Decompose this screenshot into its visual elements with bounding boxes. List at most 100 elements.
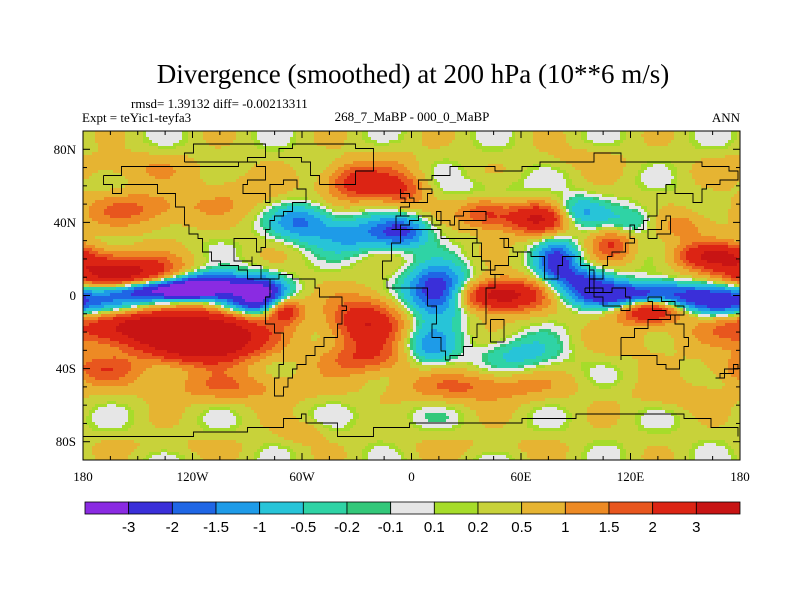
field-cell xyxy=(83,419,87,423)
field-cell xyxy=(299,308,306,312)
field-cell xyxy=(698,308,711,312)
field-cell xyxy=(83,260,159,264)
field-cell xyxy=(455,305,459,309)
field-cell xyxy=(161,227,198,231)
field-cell xyxy=(470,188,486,192)
field-cell xyxy=(275,344,288,348)
field-cell xyxy=(413,194,423,198)
field-cell xyxy=(728,146,740,150)
field-cell xyxy=(131,314,225,318)
field-cell xyxy=(581,245,585,249)
field-cell xyxy=(587,137,621,141)
field-cell xyxy=(98,221,141,225)
field-cell xyxy=(110,308,114,312)
field-cell xyxy=(293,242,297,246)
field-cell xyxy=(572,239,579,243)
field-cell xyxy=(287,293,291,297)
field-cell xyxy=(110,224,129,228)
field-cell xyxy=(422,269,453,273)
field-cell xyxy=(491,365,498,369)
field-cell xyxy=(344,170,357,174)
field-cell xyxy=(326,320,336,324)
field-cell xyxy=(398,134,405,138)
field-cell xyxy=(242,245,288,249)
field-cell xyxy=(677,173,693,177)
field-cell xyxy=(344,335,351,339)
field-cell xyxy=(404,137,423,141)
field-cell xyxy=(518,269,528,273)
field-cell xyxy=(179,419,198,423)
coastline xyxy=(584,287,631,311)
field-cell xyxy=(239,242,282,246)
field-cell xyxy=(95,137,126,141)
field-cell xyxy=(701,341,740,345)
field-cell xyxy=(356,281,384,285)
field-cell xyxy=(320,356,339,360)
field-cell xyxy=(341,251,363,255)
field-cell xyxy=(347,455,363,459)
field-cell xyxy=(272,347,285,351)
field-cell xyxy=(467,449,522,453)
field-cell xyxy=(176,305,204,309)
field-cell xyxy=(677,179,696,183)
field-cell xyxy=(446,281,453,285)
field-cell xyxy=(563,215,567,219)
field-cell xyxy=(569,212,573,216)
field-cell xyxy=(398,320,405,324)
field-cell xyxy=(356,347,384,351)
field-cell xyxy=(467,278,471,282)
field-cell xyxy=(479,458,510,460)
field-cell xyxy=(260,419,300,423)
field-cell xyxy=(335,359,387,363)
field-cell xyxy=(128,182,207,186)
field-cell xyxy=(182,278,189,282)
field-cell xyxy=(494,380,519,384)
field-cell xyxy=(89,206,108,210)
coastline xyxy=(490,319,505,343)
field-cell xyxy=(467,251,480,255)
field-cell xyxy=(452,425,462,429)
field-cell xyxy=(527,266,531,270)
field-cell xyxy=(410,272,420,276)
field-cell xyxy=(227,299,234,303)
field-cell xyxy=(485,326,504,330)
field-cell xyxy=(323,305,339,309)
field-cell xyxy=(122,332,252,336)
field-cell xyxy=(329,164,345,168)
field-cell xyxy=(512,455,528,459)
field-cell xyxy=(455,428,534,432)
field-cell xyxy=(155,281,162,285)
field-cell xyxy=(572,269,579,273)
field-cell xyxy=(92,452,132,456)
field-cell xyxy=(707,365,729,369)
field-cell xyxy=(218,242,225,246)
field-cell xyxy=(419,227,426,231)
colorbar-swatch xyxy=(259,501,304,515)
field-cell xyxy=(308,413,315,417)
field-cell xyxy=(467,275,471,279)
field-cell xyxy=(275,236,282,240)
field-cell xyxy=(203,263,207,267)
field-cell xyxy=(416,275,423,279)
field-cell xyxy=(164,266,174,270)
field-cell xyxy=(116,356,138,360)
field-cell xyxy=(413,152,549,156)
field-cell xyxy=(692,329,714,333)
field-cell xyxy=(506,335,513,339)
field-cell xyxy=(509,275,531,279)
field-cell xyxy=(737,455,740,459)
field-cell xyxy=(554,293,558,297)
field-cell xyxy=(296,143,318,147)
field-cell xyxy=(464,272,468,276)
field-cell xyxy=(692,278,696,282)
field-cell xyxy=(401,263,405,267)
field-cell xyxy=(272,332,282,336)
field-cell xyxy=(476,278,486,282)
field-cell xyxy=(149,416,183,420)
field-cell xyxy=(731,455,738,459)
field-cell xyxy=(479,284,489,288)
field-cell xyxy=(617,374,624,378)
field-cell xyxy=(236,254,243,258)
field-cell xyxy=(731,458,738,460)
field-cell xyxy=(239,386,267,390)
